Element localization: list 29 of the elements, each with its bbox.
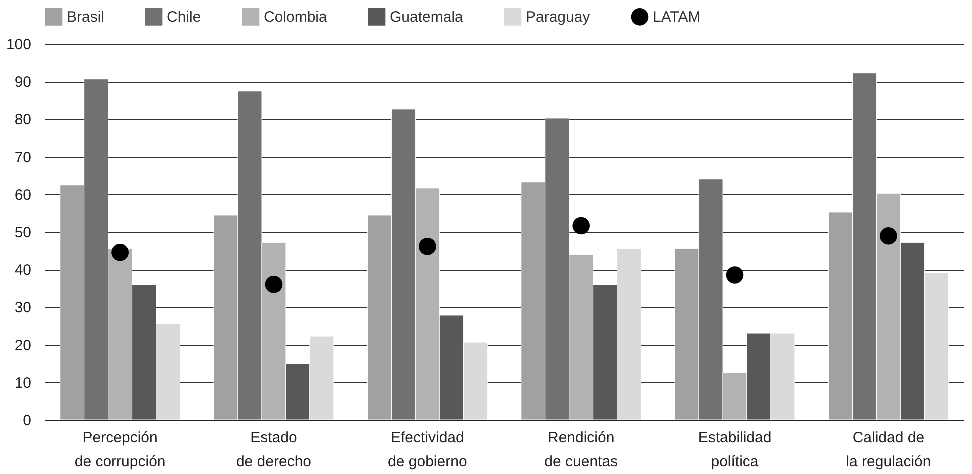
legend-label: Brasil [67,9,105,26]
legend-label: LATAM [653,9,701,26]
x-tick-label: Estado de derecho [236,430,312,470]
y-tick-label: 20 [14,337,32,354]
point [572,217,590,235]
y-tick-label: 100 [6,36,32,54]
y-tick-label: 70 [14,149,32,166]
y-tick-label: 0 [23,412,32,430]
y-tick-label: 50 [14,224,32,242]
point [265,276,283,294]
y-tick-label: 40 [14,262,32,280]
legend-label: Guatemala [390,9,464,26]
y-tick-label: 60 [14,186,32,204]
legend-label: Chile [167,9,202,26]
x-tick-label: Estabilidad política [698,430,772,470]
x-tick-label: Calidad de la regulación [846,430,932,470]
x-tick-label: Efectividad de gobierno [388,430,468,470]
point [726,266,744,284]
point [112,244,129,262]
y-tick-label: 90 [14,74,32,92]
legend-label: Colombia [264,9,328,26]
y-tick-label: 10 [14,374,32,392]
x-tick-label: Percepción de corrupción [74,430,166,470]
point [419,238,436,256]
y-tick-label: 80 [14,112,32,129]
x-tick-label: Rendición de cuentas [544,430,618,470]
legend-label: Paraguay [526,9,591,26]
point [880,227,898,245]
y-tick-label: 30 [14,300,32,317]
